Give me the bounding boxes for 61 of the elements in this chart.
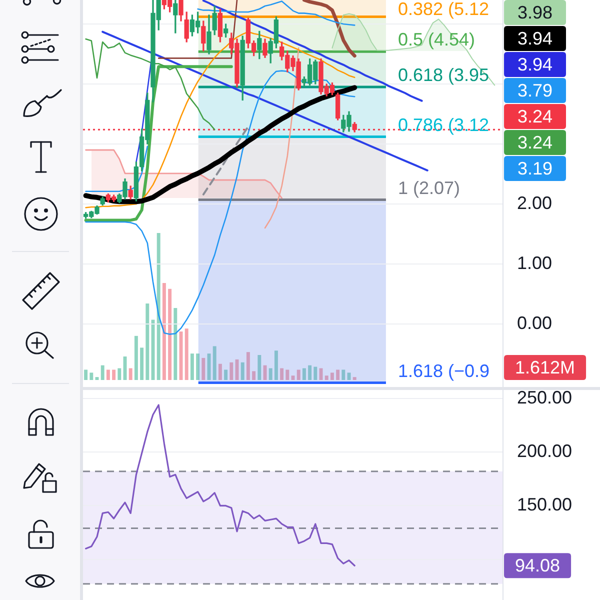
bar — [134, 336, 138, 380]
bar — [156, 233, 160, 380]
text: 3.19 — [517, 158, 553, 178]
y-tick-label: 1.00 — [517, 252, 552, 273]
y-tick-label: 2.00 — [517, 192, 552, 213]
bar — [330, 372, 334, 380]
y-tick-label: 200.00 — [517, 441, 572, 462]
bar — [268, 368, 272, 380]
bar — [146, 304, 150, 380]
bar — [184, 328, 188, 380]
bar — [118, 368, 122, 380]
ref-line-label: 0.618 (3.95 — [398, 65, 490, 85]
bar — [162, 282, 166, 380]
ref-line-label: 0.5 (4.54) — [398, 30, 476, 50]
y-tick-label: 0.00 — [517, 312, 552, 333]
bar — [302, 368, 306, 380]
bar — [106, 370, 110, 380]
bar — [112, 370, 116, 380]
ref-line-label: 0.382 (5.12 — [398, 0, 490, 19]
bar — [140, 348, 144, 380]
ref-line-label: 0.786 (3.12 — [398, 114, 490, 135]
bar — [336, 370, 340, 380]
bar — [240, 362, 244, 380]
text: 3.94 — [517, 28, 553, 48]
bar — [212, 346, 216, 380]
bar — [190, 354, 194, 380]
ref-line-label: 1.618 (−0.9 — [398, 360, 490, 381]
bar — [202, 358, 206, 380]
bar — [230, 362, 234, 380]
bar — [224, 370, 228, 380]
text: 3.79 — [517, 80, 553, 100]
bar — [100, 365, 104, 380]
bar — [352, 377, 356, 380]
bar — [218, 364, 222, 380]
bar — [308, 365, 312, 380]
bar — [274, 350, 278, 380]
bar — [90, 372, 94, 380]
text: 3.98 — [517, 2, 553, 22]
y-tick-label: 150.00 — [517, 494, 572, 515]
bar — [252, 371, 256, 380]
bar — [280, 368, 284, 380]
bar — [84, 370, 88, 380]
text: 3.24 — [517, 132, 553, 152]
y-tick-label: 250.00 — [517, 388, 572, 408]
text: 3.94 — [517, 54, 553, 74]
bar — [246, 352, 250, 380]
line-series — [202, 126, 250, 196]
ref-line-label: 1 (2.07) — [398, 178, 460, 198]
bar — [174, 308, 178, 380]
text: 3.24 — [517, 106, 553, 126]
bar — [128, 368, 132, 380]
bar — [168, 288, 172, 380]
bar — [258, 355, 262, 380]
text: 1.612M — [514, 357, 576, 378]
text: 94.08 — [515, 556, 560, 576]
bar — [286, 370, 290, 380]
bar — [196, 354, 200, 380]
bar — [342, 370, 346, 380]
bar — [314, 366, 318, 380]
bar — [324, 376, 328, 380]
bar — [296, 370, 300, 380]
